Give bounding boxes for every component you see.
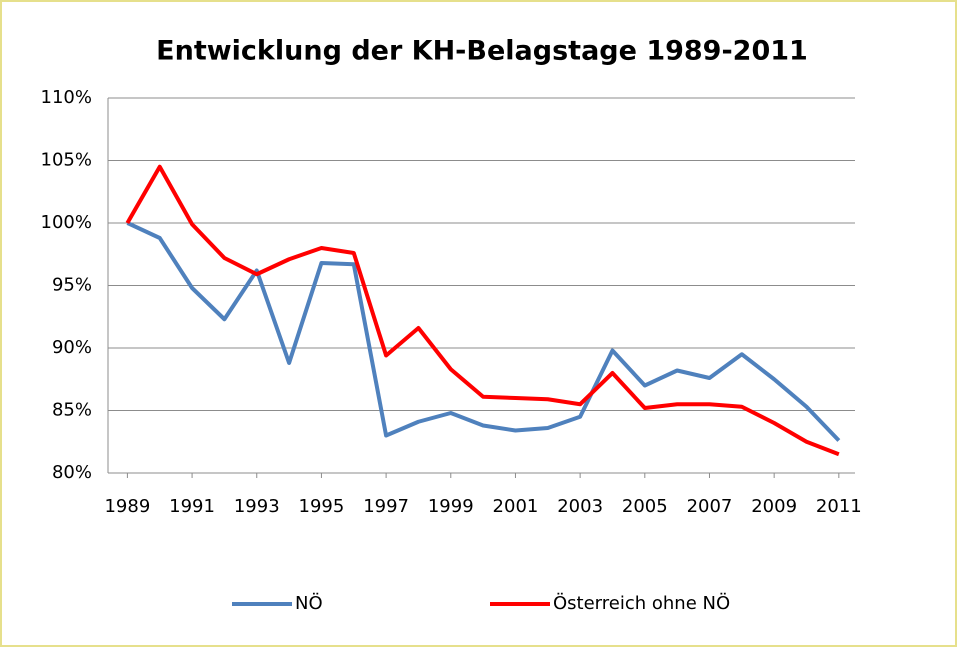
x-tick-label: 2003	[557, 496, 603, 517]
legend-label: NÖ	[295, 592, 323, 614]
x-tick-label: 1997	[363, 496, 409, 517]
x-tick-label: 1989	[104, 496, 150, 517]
x-tick-label: 2005	[622, 496, 668, 517]
x-tick-label: 1993	[234, 496, 280, 517]
y-tick-label: 105%	[41, 150, 92, 171]
y-tick-label: 110%	[41, 87, 92, 108]
x-tick-label: 1995	[299, 496, 345, 517]
y-tick-label: 80%	[52, 462, 92, 483]
x-tick-label: 1991	[169, 496, 215, 517]
y-tick-label: 85%	[52, 400, 92, 421]
x-tick-label: 2007	[687, 496, 733, 517]
series-line	[126, 221, 841, 442]
x-tick-label: 2011	[816, 496, 862, 517]
y-tick-label: 100%	[41, 212, 92, 233]
legend-label: Österreich ohne NÖ	[553, 592, 730, 614]
x-tick-label: 2001	[493, 496, 539, 517]
y-tick-label: 90%	[52, 337, 92, 358]
y-tick-label: 95%	[52, 275, 92, 296]
x-tick-label: 2009	[751, 496, 797, 517]
x-tick-label: 1999	[428, 496, 474, 517]
chart-title: Entwicklung der KH-Belagstage 1989-2011	[156, 36, 808, 67]
series-line	[125, 164, 840, 457]
